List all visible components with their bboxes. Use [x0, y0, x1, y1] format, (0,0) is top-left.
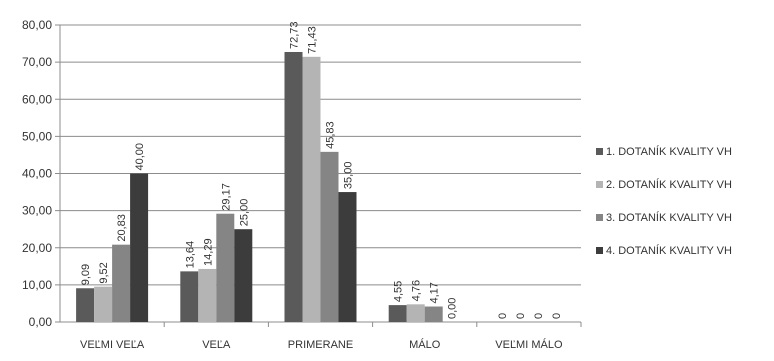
bar [180, 271, 199, 322]
data-label: 0,00 [447, 298, 459, 319]
data-label: 4,55 [393, 281, 405, 302]
bar [302, 56, 321, 322]
legend-item: 2. DOTANÍK KVALITY VH [596, 168, 774, 201]
bar [406, 304, 425, 322]
bar [198, 268, 217, 322]
y-tick-label: 80,00 [22, 18, 52, 32]
bar [338, 192, 357, 322]
legend-swatch [596, 247, 603, 254]
legend-item: 3. DOTANÍK KVALITY VH [596, 201, 774, 234]
legend-item: 1. DOTANÍK KVALITY VH [596, 135, 774, 168]
y-tick-label: 20,00 [22, 241, 52, 255]
data-label: 13,64 [184, 241, 196, 269]
bar [112, 244, 131, 322]
legend-swatch [596, 214, 603, 221]
bar [94, 286, 113, 322]
y-tick-label: 70,00 [22, 55, 52, 69]
y-tick-label: 30,00 [22, 204, 52, 218]
legend-label: 3. DOTANÍK KVALITY VH [606, 211, 732, 224]
data-label: 0 [497, 313, 509, 319]
data-label: 9,52 [98, 262, 110, 283]
y-tick-label: 10,00 [22, 278, 52, 292]
legend-label: 4. DOTANÍK KVALITY VH [606, 244, 732, 257]
data-label: 4,17 [429, 282, 441, 303]
data-label: 72,73 [289, 21, 301, 49]
data-label: 20,83 [116, 214, 128, 242]
x-tick-label: VEĽA [202, 339, 231, 351]
y-tick-label: 40,00 [22, 167, 52, 181]
legend: 1. DOTANÍK KVALITY VH 2. DOTANÍK KVALITY … [596, 135, 774, 267]
bar [130, 173, 149, 322]
x-tick-label: PRIMERANE [288, 339, 353, 351]
bar [216, 213, 235, 322]
data-label: 29,17 [220, 183, 232, 211]
data-labels: 9,09 9,52 20,83 40,00 13,64 14,29 29,17 25,00 72… [80, 21, 563, 319]
data-label: 0 [551, 313, 563, 319]
bar [76, 288, 95, 322]
bars [76, 51, 443, 323]
legend-item: 4. DOTANÍK KVALITY VH [596, 234, 774, 267]
legend-swatch [596, 148, 603, 155]
y-tick-label: 50,00 [22, 129, 52, 143]
bar [424, 306, 443, 322]
data-label: 45,83 [325, 121, 337, 149]
data-label: 0 [515, 313, 527, 319]
data-label: 0 [533, 313, 545, 319]
data-label: 9,09 [80, 264, 92, 285]
data-label: 35,00 [343, 162, 355, 190]
bar-chart: 0,00 10,00 20,00 30,00 40,00 50,00 60,00 70,00 8… [22, 18, 582, 351]
y-tick-label: 0,00 [29, 315, 53, 329]
x-tick-label: VEĽMI MÁLO [495, 338, 563, 351]
bar [388, 305, 407, 322]
x-tick-label: VEĽMI VEĽA [80, 339, 145, 351]
data-label: 71,43 [307, 26, 319, 54]
data-label: 14,29 [202, 238, 214, 266]
data-label: 25,00 [238, 199, 250, 227]
y-tick-label: 60,00 [22, 92, 52, 106]
x-tick-label: MÁLO [409, 338, 441, 351]
axes: 0,00 10,00 20,00 30,00 40,00 50,00 60,00 70,00 8… [22, 18, 582, 351]
data-label: 40,00 [134, 143, 146, 171]
data-label: 4,76 [411, 280, 423, 301]
legend-label: 2. DOTANÍK KVALITY VH [606, 178, 732, 191]
legend-label: 1. DOTANÍK KVALITY VH [606, 145, 732, 158]
legend-swatch [596, 181, 603, 188]
bar [320, 151, 339, 322]
bar [234, 229, 253, 322]
bar [284, 51, 303, 323]
